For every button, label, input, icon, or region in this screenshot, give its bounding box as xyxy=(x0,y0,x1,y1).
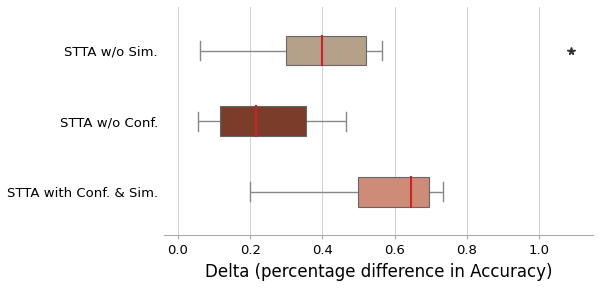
FancyBboxPatch shape xyxy=(358,177,429,206)
FancyBboxPatch shape xyxy=(220,106,306,136)
X-axis label: Delta (percentage difference in Accuracy): Delta (percentage difference in Accuracy… xyxy=(205,263,552,281)
FancyBboxPatch shape xyxy=(286,36,366,65)
